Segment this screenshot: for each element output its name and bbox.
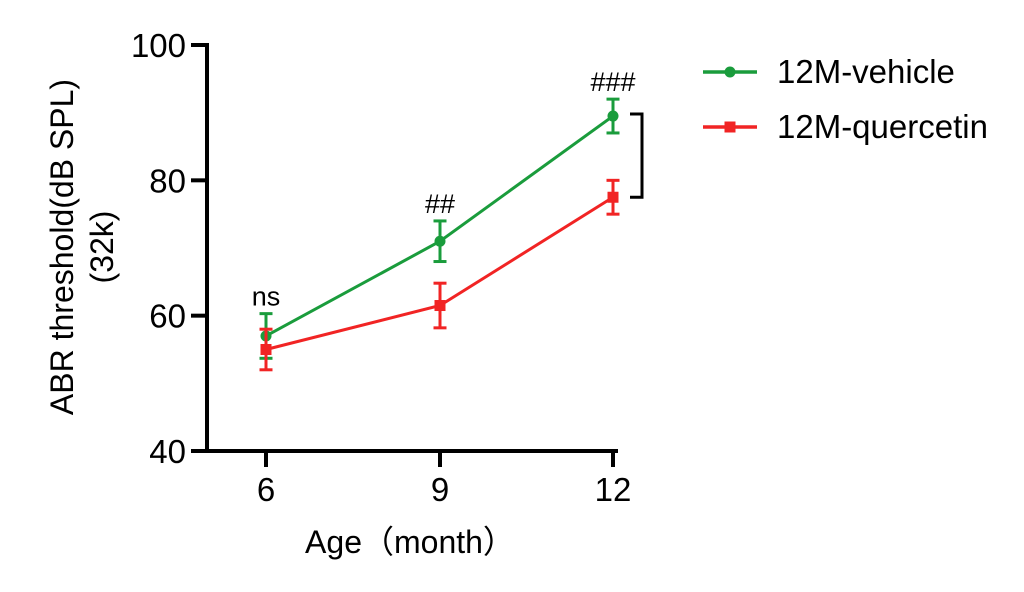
x-tick-label: 12 [595,471,632,508]
legend-entry-quercetin: 12M-quercetin [703,108,988,146]
data-point-marker-square [260,344,272,355]
x-axis-title: Age（month） [305,524,515,560]
y-tick-label: 40 [149,433,186,470]
x-tick-label: 9 [431,471,449,508]
y-axis-title-line1: ABR threshold(dB SPL) [44,78,80,416]
legend-square-marker-icon [724,121,736,133]
legend-swatch-quercetin [703,121,757,133]
y-tick-label: 100 [131,27,186,64]
significance-annotation: ns [252,282,281,312]
data-point-marker-circle [607,110,619,122]
legend-swatch-vehicle [703,66,757,78]
y-axis-title-line2: (32k) [84,210,120,284]
legend-label-vehicle: 12M-vehicle [777,53,955,90]
legend-label-quercetin: 12M-quercetin [777,108,988,145]
significance-annotation: ### [590,67,635,97]
significance-annotation: ## [425,189,455,219]
comparison-bracket [630,112,644,199]
x-tick-label: 6 [257,471,275,508]
y-axis-title: ABR threshold(dB SPL) (32k) [42,79,122,415]
data-point-marker-square [607,191,619,203]
data-point-marker-square [434,300,446,312]
y-tick-label: 80 [149,162,186,199]
legend-entry-vehicle: 12M-vehicle [703,53,955,91]
legend-circle-marker-icon [724,66,736,78]
y-tick-label: 60 [149,298,186,335]
data-point-marker-circle [434,235,446,247]
